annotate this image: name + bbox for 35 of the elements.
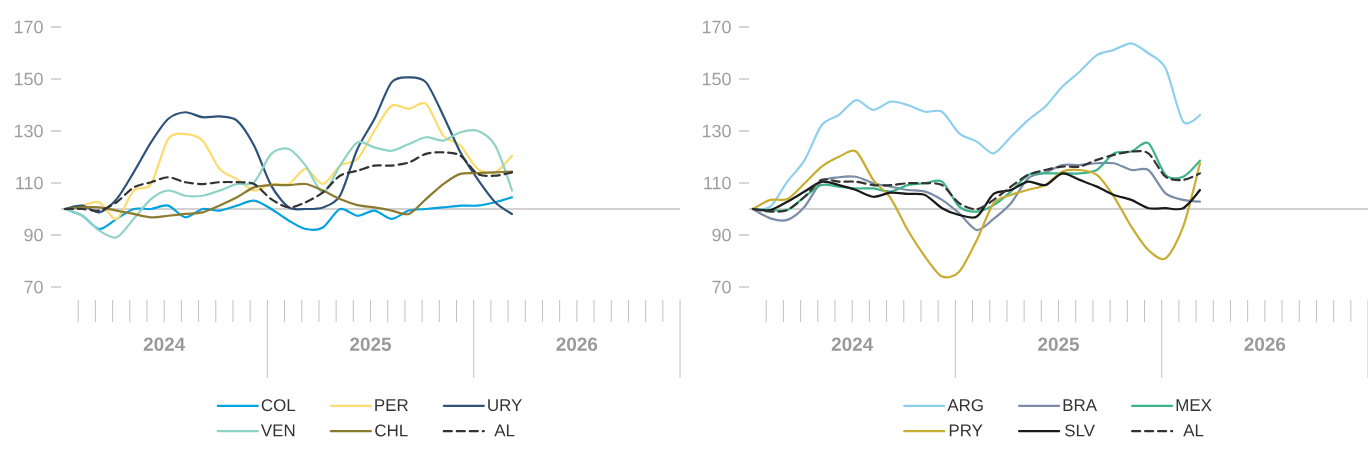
- x-tick-label: 2025: [350, 337, 392, 351]
- x-tick-label: 2026: [556, 337, 598, 351]
- x-tick-label: 2024: [143, 337, 186, 351]
- legend-label: PER: [375, 399, 408, 411]
- legend-label: AL: [494, 424, 515, 437]
- line-series: [751, 149, 1202, 279]
- y-tick-label: 110: [16, 176, 43, 190]
- line-series: [63, 76, 514, 216]
- legend-label: AL: [1183, 424, 1204, 437]
- legend-label: BRA: [1063, 399, 1097, 411]
- y-tick-label: 170: [14, 20, 43, 34]
- y-tick-label: 90: [24, 228, 43, 242]
- legend-label: VEN: [260, 424, 295, 437]
- legend-label: MEX: [1176, 399, 1212, 411]
- y-tick-label: 130: [14, 124, 43, 138]
- y-tick-label: 170: [702, 20, 731, 34]
- y-tick-label: 130: [702, 124, 731, 138]
- legend-label: ARG: [947, 399, 983, 412]
- y-tick-label: 150: [702, 72, 731, 86]
- y-tick-label: 110: [704, 176, 731, 190]
- legend-label: CHL: [375, 424, 408, 437]
- line-series: [751, 161, 1202, 232]
- x-tick-label: 2024: [831, 337, 874, 351]
- y-tick-label: 70: [712, 280, 731, 294]
- line-series: [63, 151, 514, 212]
- x-tick-label: 2026: [1244, 337, 1286, 351]
- y-tick-label: 150: [14, 72, 43, 86]
- legend-label: PRY: [949, 424, 983, 437]
- legend-label: SLV: [1065, 424, 1095, 437]
- legend-label: URY: [488, 399, 522, 412]
- legend-label: COL: [261, 399, 296, 412]
- y-tick-label: 90: [712, 228, 731, 242]
- y-tick-label: 70: [24, 280, 43, 294]
- x-tick-label: 2025: [1038, 337, 1080, 351]
- line-series: [63, 128, 514, 239]
